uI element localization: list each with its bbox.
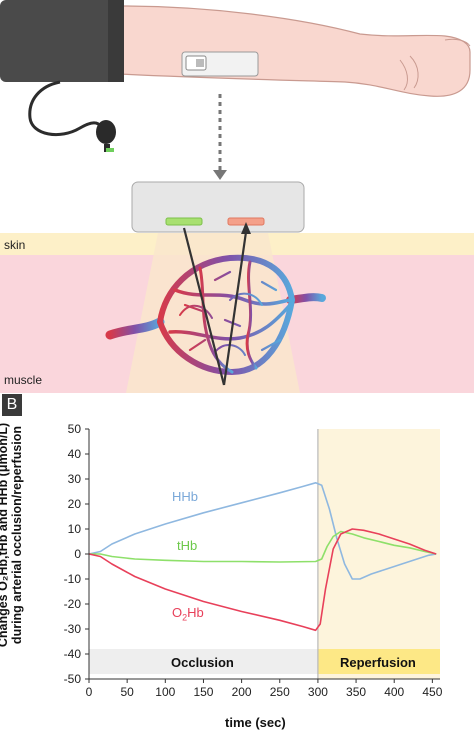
y-tick-label: 10 [68,522,82,536]
y-tick-label: 0 [74,547,81,561]
y-tick-label: 40 [68,447,82,461]
panel-b-label: B [2,394,22,416]
o2hb-label-hb: Hb [187,605,204,620]
occlusion-label: Occlusion [171,655,234,670]
x-tick-label: 400 [384,685,404,699]
x-tick-label: 150 [193,685,213,699]
x-tick-label: 100 [155,685,175,699]
y-tick-label: 50 [68,422,82,436]
panel-b: B Changes O₂Hb,tHb and HHb (μmon/L) duri… [0,393,474,737]
zoom-arrowhead [213,170,227,180]
inflation-bulb [96,120,116,144]
x-tick-label: 450 [422,685,442,699]
o2hb-series-label: O2Hb [172,605,204,623]
light-path [182,227,248,386]
o2hb-label-o: O [172,605,183,620]
muscle-layer-label: muscle [4,373,43,387]
reperfusion-label: Reperfusion [340,655,416,670]
light-cone [126,233,300,393]
nirs-sensor-on-arm [181,51,259,77]
series-line-thb [89,530,437,563]
forearm [119,5,471,97]
light-emitter [165,217,203,226]
chart-x-axis-label: time (sec) [225,715,286,730]
y-tick-label: -40 [64,647,82,661]
x-tick-label: 300 [308,685,328,699]
o2hb-label-sub: 2 [182,612,188,623]
blood-pressure-cuff [0,0,124,152]
y-tick-label: 20 [68,497,82,511]
thb-series-label: tHb [177,538,198,553]
y-tick-label: -30 [64,622,82,636]
x-tick-label: 250 [270,685,290,699]
x-tick-label: 350 [346,685,366,699]
skin-layer-label: skin [4,238,26,252]
reperfusion-background [317,429,440,679]
panel-a: A [0,0,474,393]
nirs-probe [131,181,305,233]
series-line-o2hb [88,528,437,632]
y-tick-label: -50 [64,672,82,686]
y-tick-label: 30 [68,472,82,486]
light-path-arrowhead [241,222,251,234]
x-tick-label: 50 [120,685,134,699]
y-tick-label: -20 [64,597,82,611]
occlusion-phase-bar [89,649,318,674]
x-tick-label: 200 [232,685,252,699]
series-line-hhb [88,482,437,580]
hhb-series-label: HHb [172,489,199,504]
vascular-network [105,254,326,376]
reperfusion-phase-bar [317,649,440,674]
x-tick-label: 0 [86,685,93,699]
y-tick-label: -10 [64,572,82,586]
forearm-nirs-illustration [0,0,474,393]
